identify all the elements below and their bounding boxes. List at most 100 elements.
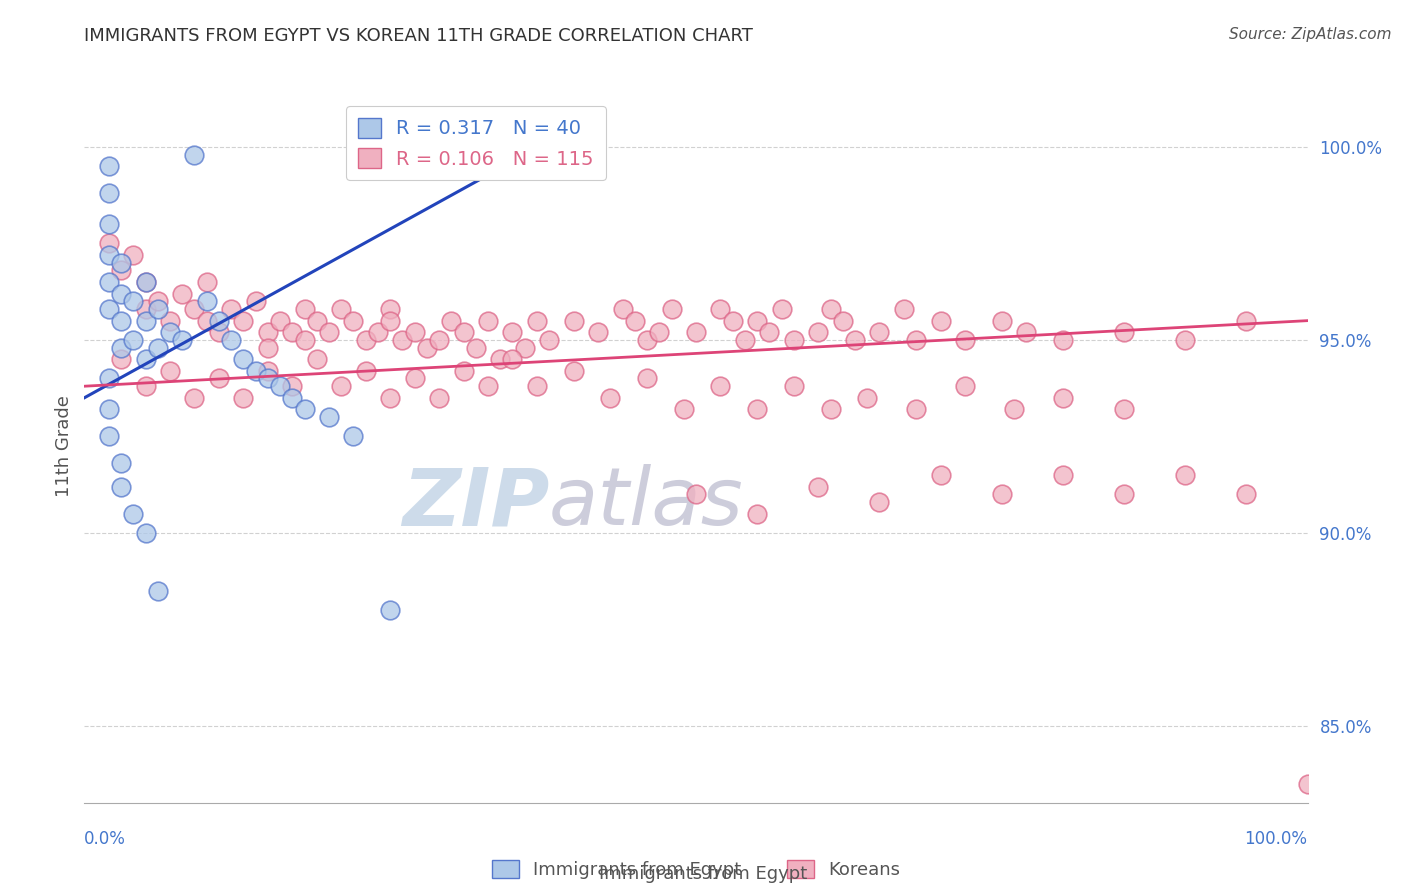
Point xyxy=(269,313,291,327)
Point xyxy=(1002,402,1025,417)
Point xyxy=(380,603,402,617)
Point xyxy=(318,325,340,339)
Point xyxy=(747,313,769,327)
Point xyxy=(427,391,450,405)
Point xyxy=(245,364,267,378)
Point xyxy=(354,364,377,378)
Point xyxy=(135,352,157,367)
Point xyxy=(97,275,120,289)
Point xyxy=(232,352,254,367)
Point xyxy=(477,379,499,393)
Point xyxy=(599,391,621,405)
Point xyxy=(195,275,218,289)
Point xyxy=(685,325,707,339)
Point xyxy=(783,379,806,393)
Point xyxy=(172,333,194,347)
Point xyxy=(146,301,169,316)
Point xyxy=(367,325,389,339)
Point xyxy=(122,294,145,309)
Point xyxy=(440,313,463,327)
Point xyxy=(661,301,683,316)
Point xyxy=(991,487,1014,501)
Point xyxy=(672,402,695,417)
Y-axis label: 11th Grade: 11th Grade xyxy=(55,395,73,497)
Point xyxy=(354,333,377,347)
Point xyxy=(330,379,353,393)
Point xyxy=(183,301,205,316)
Point xyxy=(281,325,304,339)
Point xyxy=(929,467,952,482)
Point xyxy=(953,379,976,393)
Point xyxy=(807,325,830,339)
Point xyxy=(330,301,353,316)
Text: Source: ZipAtlas.com: Source: ZipAtlas.com xyxy=(1229,27,1392,42)
Point xyxy=(110,341,132,355)
Point xyxy=(893,301,915,316)
Point xyxy=(110,352,132,367)
Point xyxy=(183,391,205,405)
Point xyxy=(1174,467,1197,482)
Point xyxy=(929,313,952,327)
Point xyxy=(721,313,744,327)
Text: 100.0%: 100.0% xyxy=(1244,830,1308,847)
Point xyxy=(269,379,291,393)
Point xyxy=(135,301,157,316)
Point xyxy=(342,429,364,443)
Point xyxy=(404,371,426,385)
Point xyxy=(477,313,499,327)
Point xyxy=(122,248,145,262)
Point xyxy=(783,333,806,347)
Point xyxy=(97,402,120,417)
Point xyxy=(195,313,218,327)
Point xyxy=(219,301,242,316)
Point xyxy=(1114,325,1136,339)
Point xyxy=(636,371,658,385)
Point xyxy=(294,333,316,347)
Point xyxy=(648,325,671,339)
Point xyxy=(97,371,120,385)
Point xyxy=(1052,333,1074,347)
Point xyxy=(1015,325,1038,339)
Point xyxy=(281,379,304,393)
Point xyxy=(453,364,475,378)
Point xyxy=(869,325,891,339)
Point xyxy=(232,391,254,405)
Point xyxy=(1174,333,1197,347)
Point xyxy=(232,313,254,327)
Point xyxy=(562,313,585,327)
Point xyxy=(110,456,132,470)
Point xyxy=(562,364,585,378)
Point xyxy=(905,333,928,347)
Point xyxy=(135,313,157,327)
Point xyxy=(709,301,731,316)
Point xyxy=(1296,776,1319,790)
Point xyxy=(489,352,512,367)
Point xyxy=(135,275,157,289)
Point xyxy=(747,402,769,417)
Point xyxy=(685,487,707,501)
Point xyxy=(856,391,879,405)
Point xyxy=(427,333,450,347)
Point xyxy=(380,313,402,327)
Point xyxy=(208,325,231,339)
Point xyxy=(135,275,157,289)
Point xyxy=(342,313,364,327)
Point xyxy=(146,341,169,355)
Point xyxy=(208,313,231,327)
Point xyxy=(747,507,769,521)
Legend: Immigrants from Egypt, Koreans: Immigrants from Egypt, Koreans xyxy=(485,853,907,887)
Point xyxy=(538,333,561,347)
Point xyxy=(257,341,280,355)
Point xyxy=(183,148,205,162)
Point xyxy=(820,402,842,417)
Point xyxy=(380,301,402,316)
Point xyxy=(97,248,120,262)
Point xyxy=(831,313,853,327)
Text: atlas: atlas xyxy=(550,464,744,542)
Point xyxy=(612,301,634,316)
Point xyxy=(453,325,475,339)
Point xyxy=(97,236,120,251)
Point xyxy=(1052,391,1074,405)
Point xyxy=(195,294,218,309)
Point xyxy=(135,525,157,540)
